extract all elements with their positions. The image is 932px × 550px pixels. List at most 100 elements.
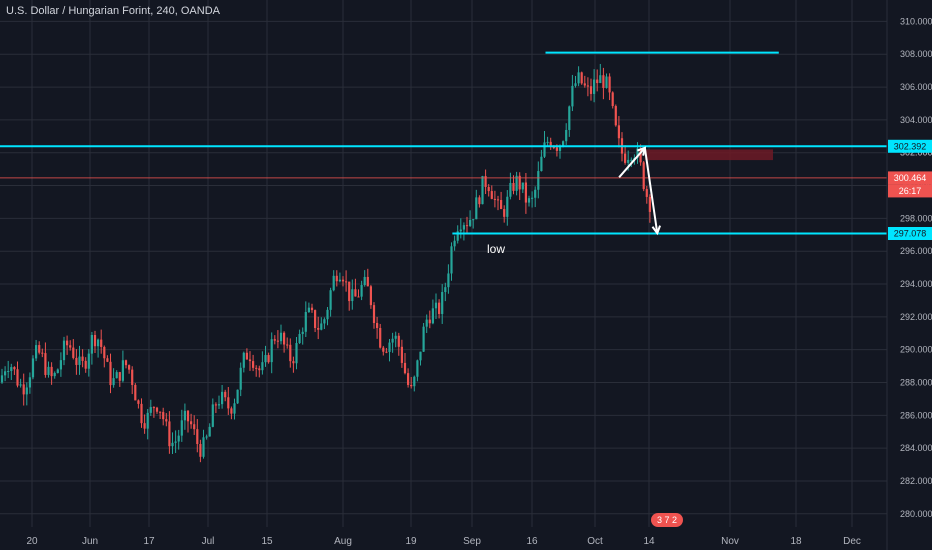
candle-body	[307, 307, 310, 313]
candle-body	[90, 335, 93, 354]
candle-body	[407, 373, 410, 385]
candle-body	[596, 79, 599, 84]
candle-body	[87, 353, 90, 369]
candle-body	[310, 307, 314, 311]
candle-body	[434, 302, 438, 309]
candle-body	[301, 331, 304, 335]
candle-body	[190, 421, 193, 425]
candle-body	[614, 106, 617, 126]
candle-body	[174, 441, 177, 443]
candle-body	[521, 182, 524, 190]
candle-body	[431, 308, 434, 324]
candle-body	[128, 365, 131, 370]
candle-body	[469, 219, 472, 226]
x-tick-label: Nov	[721, 536, 739, 547]
chart-title: U.S. Dollar / Hungarian Forint, 240, OAN…	[6, 5, 220, 17]
candle-body	[593, 79, 596, 94]
candle-body	[444, 287, 447, 293]
candle-body	[481, 176, 484, 205]
candle-body	[351, 289, 354, 302]
candle-body	[72, 347, 75, 358]
candle-body	[124, 360, 128, 366]
candle-body	[580, 72, 583, 84]
candle-body	[394, 335, 397, 339]
candle-body	[199, 444, 202, 457]
x-tick-label: 19	[405, 536, 417, 547]
x-tick-label: Sep	[463, 536, 481, 547]
countdown-tag: 26:17	[899, 186, 922, 196]
candle-body	[450, 246, 453, 274]
y-tick-label: 296.000	[900, 246, 932, 256]
candle-body	[289, 344, 292, 362]
candle-body	[608, 76, 611, 93]
candle-body	[534, 189, 537, 198]
x-tick-label: 16	[526, 536, 538, 547]
candle-body	[140, 403, 143, 424]
candle-body	[4, 371, 7, 376]
candle-body	[28, 377, 31, 388]
y-tick-label: 310.000	[900, 16, 932, 26]
y-tick-label: 298.000	[900, 213, 932, 223]
candle-body	[487, 187, 490, 192]
candle-body	[304, 312, 307, 332]
candle-body	[66, 340, 69, 346]
candle-body	[472, 219, 475, 221]
level-302-tag-bg	[888, 139, 932, 153]
candle-body	[447, 273, 450, 288]
candle-body	[100, 339, 103, 347]
candle-body	[611, 92, 614, 107]
candle-body	[317, 327, 320, 330]
y-tick-label: 280.000	[900, 509, 932, 519]
y-axis-ticks: 280.000 282.000 284.000 286.000 288.000 290.0…	[900, 16, 932, 518]
candle-body	[537, 171, 540, 190]
candle-body	[22, 384, 25, 395]
candle-body	[31, 358, 35, 378]
candle-body	[224, 391, 227, 398]
candle-body	[515, 175, 518, 191]
candle-body	[205, 436, 208, 438]
level-297-tag-bg	[888, 226, 932, 240]
event-badge: 3 7 2	[657, 515, 677, 525]
candle-body	[159, 411, 162, 413]
candle-body	[509, 182, 512, 197]
candle-body	[283, 332, 286, 345]
candle-body	[121, 360, 124, 381]
candle-body	[602, 75, 605, 88]
candle-body	[617, 125, 620, 139]
level-lines	[0, 51, 887, 235]
candle-body	[531, 197, 534, 199]
candle-body	[106, 358, 109, 362]
candle-body	[552, 147, 555, 149]
candle-body	[388, 342, 391, 352]
x-tick-label: Aug	[334, 536, 352, 547]
y-tick-label: 290.000	[900, 345, 932, 355]
candle-body	[69, 345, 72, 348]
candle-body	[410, 384, 413, 387]
candle-body	[416, 360, 419, 377]
candle-body	[177, 435, 180, 442]
candle-body	[329, 290, 332, 310]
candle-body	[478, 197, 481, 205]
resistance-zone	[645, 149, 773, 161]
candle-body	[605, 76, 608, 88]
candle-body	[208, 426, 211, 437]
candle-body	[465, 225, 469, 227]
candle-body	[239, 367, 242, 390]
x-axis-ticks: 20 Jun 17 Jul 15 Aug 19 Sep 16 Oct 14 Nov 18 Dec	[26, 536, 860, 547]
candle-body	[258, 368, 261, 371]
candle-body	[335, 275, 338, 282]
candle-body	[146, 412, 149, 429]
candle-body	[279, 332, 283, 342]
candle-body	[376, 322, 379, 329]
candle-body	[500, 200, 503, 210]
candle-body	[16, 369, 19, 386]
candle-body	[81, 356, 84, 361]
candle-body	[131, 369, 134, 385]
candle-body	[586, 85, 589, 87]
candle-body	[227, 397, 230, 409]
arrow-shaft	[618, 147, 646, 178]
candle-body	[413, 376, 416, 387]
candle-body	[624, 153, 627, 163]
